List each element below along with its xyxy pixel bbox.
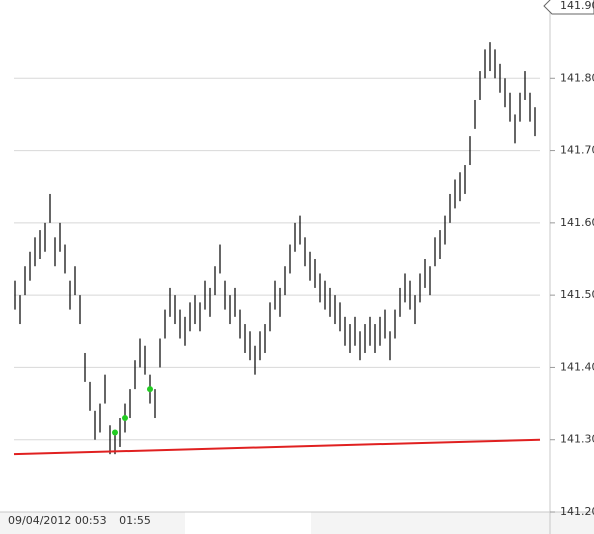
y-tick-label: 141.40 bbox=[560, 360, 594, 373]
y-tick-label: 141.50 bbox=[560, 288, 594, 301]
trend-line bbox=[13, 438, 541, 456]
y-tick-label: 141.80 bbox=[560, 71, 594, 84]
y-tick-label: 141.70 bbox=[560, 144, 594, 157]
last-price-tag bbox=[543, 0, 594, 15]
x-tick-label: 09/04/2012 00:53 bbox=[8, 514, 107, 527]
signal-marker bbox=[122, 415, 128, 422]
y-tick-label: 141.90 bbox=[560, 0, 594, 12]
y-tick-label: 141.30 bbox=[560, 433, 594, 446]
signal-marker bbox=[147, 386, 153, 393]
time-axis-gap bbox=[185, 512, 311, 534]
x-tick-label: 01:55 bbox=[119, 514, 151, 527]
signal-marker bbox=[112, 429, 118, 436]
y-tick-label: 141.60 bbox=[560, 216, 594, 229]
y-tick-label: 141.20 bbox=[560, 505, 594, 518]
